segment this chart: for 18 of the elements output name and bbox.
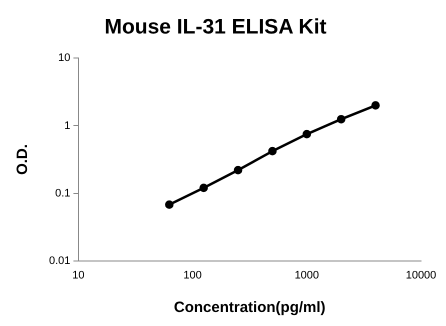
y-axis-title: O.D. xyxy=(14,144,32,175)
x-tick-label: 10 xyxy=(72,269,85,282)
x-axis-title: Concentration(pg/ml) xyxy=(174,299,326,316)
point xyxy=(371,101,380,110)
x-tick-label: 100 xyxy=(183,269,202,282)
chart-title: Mouse IL-31 ELISA Kit xyxy=(104,15,327,38)
point xyxy=(336,114,346,124)
y-tick-label: 0.01 xyxy=(48,254,70,267)
y-tick-label: 0.1 xyxy=(55,187,70,200)
x-tick-label: 1000 xyxy=(294,269,320,282)
y-tick-label: 10 xyxy=(58,52,70,64)
point xyxy=(268,146,277,156)
y-tick-label: 1 xyxy=(64,120,70,132)
point xyxy=(302,130,312,138)
point xyxy=(165,200,174,209)
point xyxy=(234,166,242,174)
point xyxy=(199,184,208,192)
x-tick-label: 10000 xyxy=(406,269,436,282)
